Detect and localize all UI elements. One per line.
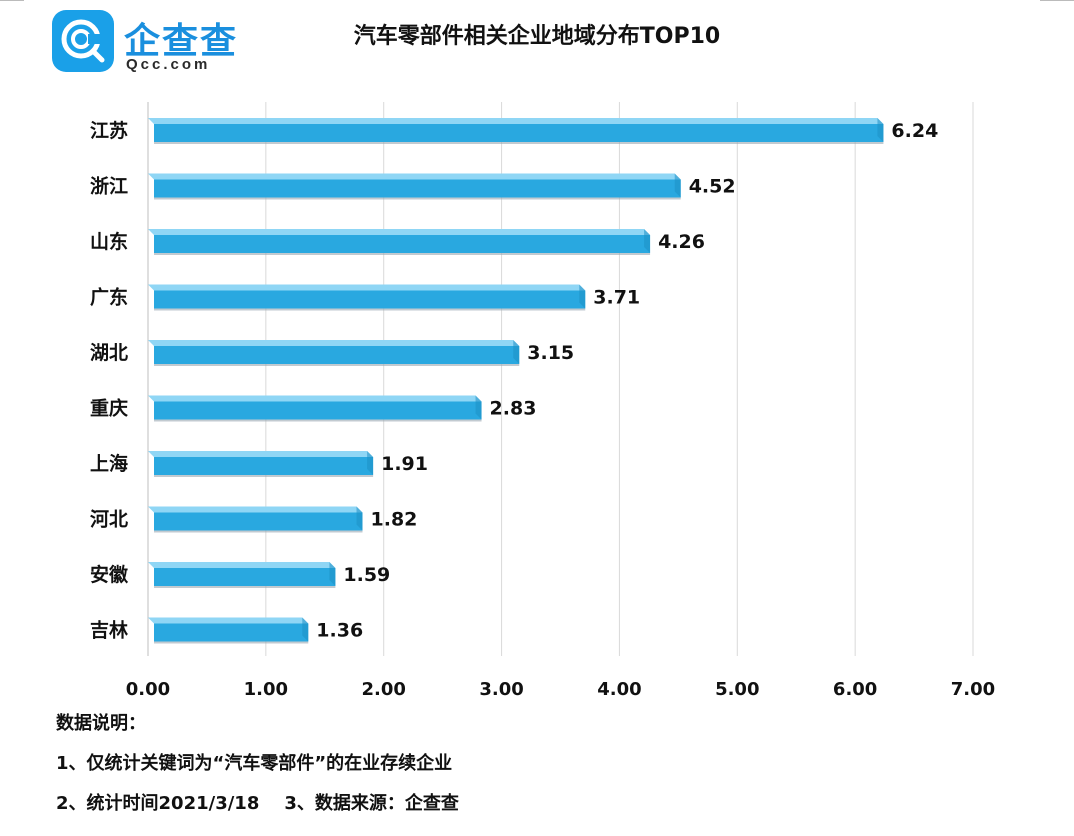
- bar-top-face: [148, 451, 374, 457]
- category-label: 湖北: [90, 342, 128, 364]
- bar-shadow: [154, 308, 586, 311]
- x-tick-label: 6.00: [833, 679, 877, 700]
- bar-shadow: [154, 142, 884, 144]
- x-tick-label: 1.00: [244, 679, 288, 700]
- category-label: 吉林: [90, 619, 128, 642]
- bar-top-face: [148, 118, 884, 124]
- category-label: 河北: [90, 509, 128, 531]
- bar: [154, 124, 884, 142]
- category-label: 重庆: [90, 397, 128, 420]
- bar-top-face: [148, 562, 336, 568]
- bar: [154, 568, 336, 586]
- bar-end-face: [302, 617, 309, 642]
- notes-line-1: 1、仅统计关键词为“汽车零部件”的在业存续企业: [56, 753, 453, 774]
- notes-heading: 数据说明：: [56, 713, 146, 734]
- bar: [154, 290, 586, 309]
- category-label: 广东: [90, 286, 128, 309]
- bar-top-face: [148, 284, 586, 291]
- bar-shadow: [154, 197, 681, 200]
- logo-brand-en: Qcc.com: [126, 56, 211, 73]
- bar-end-face: [475, 395, 482, 420]
- value-label: 3.71: [593, 287, 640, 309]
- bar-end-face: [367, 451, 374, 475]
- bar-end-face: [644, 229, 651, 253]
- value-label: 1.59: [343, 564, 390, 586]
- bar-top-face: [148, 173, 681, 180]
- bar-shadow: [154, 475, 374, 477]
- value-label: 6.24: [891, 120, 938, 142]
- x-tick-label: 3.00: [479, 679, 523, 700]
- x-tick-label: 2.00: [362, 679, 406, 700]
- x-tick-label: 7.00: [951, 679, 995, 700]
- bar: [154, 235, 651, 253]
- bar-shadow: [154, 253, 651, 255]
- value-label: 1.36: [316, 620, 363, 642]
- value-label: 2.83: [490, 398, 537, 420]
- bar-end-face: [513, 340, 520, 364]
- value-label: 4.26: [658, 231, 705, 253]
- bar: [154, 401, 482, 420]
- x-tick-label: 0.00: [126, 679, 170, 700]
- bar-end-face: [329, 562, 336, 586]
- bar-shadow: [154, 586, 336, 588]
- bar-top-face: [148, 229, 651, 235]
- bar-shadow: [154, 530, 363, 533]
- category-label: 浙江: [90, 175, 128, 198]
- bar-end-face: [356, 506, 363, 531]
- value-label: 3.15: [527, 342, 574, 364]
- bar: [154, 179, 681, 198]
- category-label: 上海: [90, 452, 128, 475]
- bar: [154, 457, 374, 475]
- bar-shadow: [154, 641, 309, 644]
- value-label: 4.52: [689, 176, 736, 198]
- bar-top-face: [148, 340, 520, 346]
- value-label: 1.91: [381, 453, 428, 475]
- bar: [154, 346, 520, 364]
- bar: [154, 512, 363, 531]
- bar: [154, 623, 309, 642]
- notes-line-2: 2、统计时间2021/3/18 3、数据来源：企查查: [56, 793, 459, 814]
- x-tick-label: 4.00: [597, 679, 641, 700]
- chart-title: 汽车零部件相关企业地域分布TOP10: [353, 24, 721, 49]
- data-notes: 数据说明： 1、仅统计关键词为“汽车零部件”的在业存续企业 2、统计时间2021…: [56, 712, 459, 832]
- bar-shadow: [154, 364, 520, 366]
- bar-end-face: [579, 284, 586, 309]
- value-label: 1.82: [371, 509, 418, 531]
- category-label: 山东: [90, 230, 128, 253]
- bar-end-face: [674, 173, 681, 198]
- bar-top-face: [148, 506, 363, 513]
- bar-end-face: [877, 118, 884, 142]
- logo: 企查查 Qcc.com: [52, 10, 252, 76]
- category-label: 江苏: [90, 119, 128, 142]
- x-tick-label: 5.00: [715, 679, 759, 700]
- logo-brand-cn: 企查查: [124, 21, 239, 62]
- bar-shadow: [154, 419, 482, 422]
- bar-chart: 0.00 1.00 2.00 3.00 4.00 5.00 6.00 7.00 江苏 6.24 浙江…: [90, 102, 995, 700]
- bar-top-face: [148, 617, 309, 624]
- logo-icon: [52, 10, 114, 72]
- bar-top-face: [148, 395, 482, 402]
- category-label: 安徽: [90, 563, 129, 586]
